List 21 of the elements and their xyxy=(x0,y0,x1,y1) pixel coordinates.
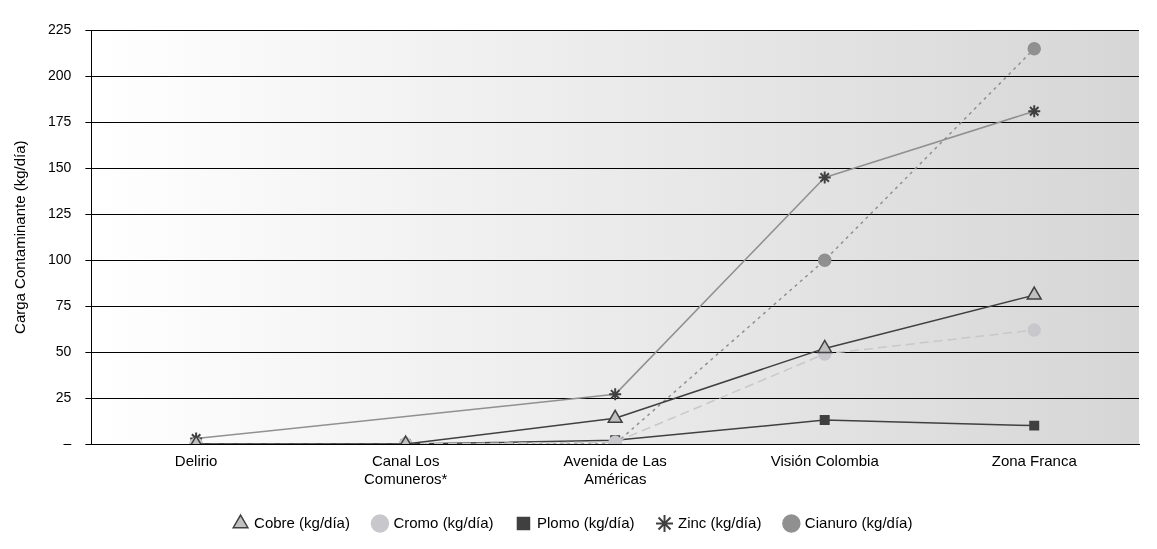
y-tick-label: 50 xyxy=(55,342,72,359)
x-tick-label: Delirio xyxy=(174,452,218,470)
y-tick-label: 125 xyxy=(48,205,72,222)
x-tick-label: Zona Franca xyxy=(991,452,1078,470)
x-tick-label: Canal Los Comuneros* xyxy=(363,452,448,488)
y-tick-label: – xyxy=(63,434,72,451)
legend-label: Cobre (kg/día) xyxy=(254,513,350,531)
legend-label: Zinc (kg/día) xyxy=(678,513,762,531)
y-tick-label: 25 xyxy=(55,388,72,405)
y-tick-label: 225 xyxy=(48,21,72,38)
legend-label: Cianuro (kg/día) xyxy=(804,513,913,531)
y-tick-label: 150 xyxy=(48,159,72,176)
y-tick-label: 175 xyxy=(48,113,72,130)
y-axis-title: Carga Contaminante (kg/día) xyxy=(11,140,29,334)
legend-label: Cromo (kg/día) xyxy=(393,513,494,531)
x-tick-label: Visión Colombia xyxy=(770,452,880,470)
x-tick-label: Avenida de Las Américas xyxy=(563,452,667,488)
y-tick-label: 75 xyxy=(55,296,72,313)
legend-label: Plomo (kg/día) xyxy=(536,513,635,531)
y-tick-label: 200 xyxy=(48,67,72,84)
y-tick-label: 100 xyxy=(48,251,72,268)
